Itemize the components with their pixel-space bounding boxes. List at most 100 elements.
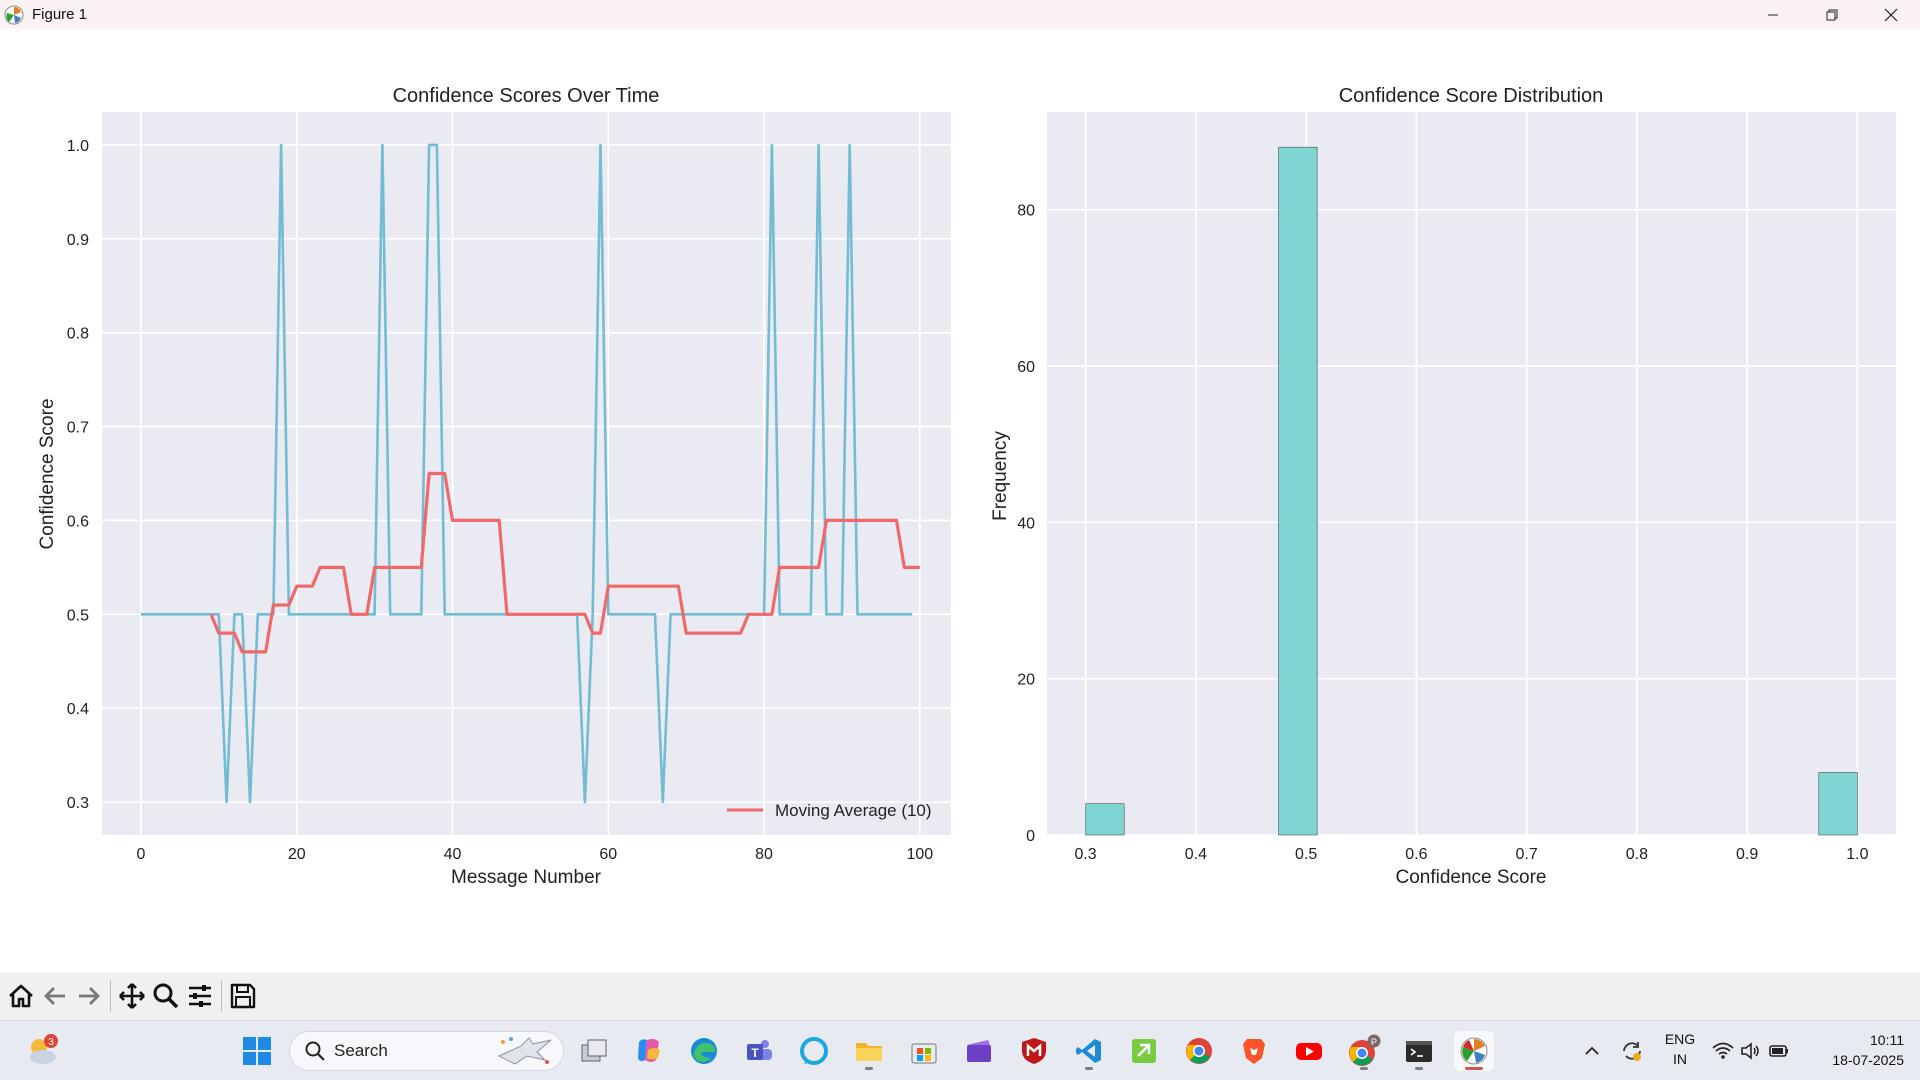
taskbar: 3 Search T [0, 1020, 1920, 1080]
x-tick-label: 0.4 [1185, 846, 1207, 863]
configure-subplots-button[interactable] [183, 978, 217, 1014]
brave-button[interactable] [1234, 1031, 1274, 1071]
title-bar: Figure 1 [0, 0, 1920, 29]
edge-button[interactable] [684, 1031, 724, 1071]
restore-button[interactable] [1802, 0, 1861, 29]
teams-button[interactable]: T [739, 1031, 779, 1071]
x-tick-label: 0.6 [1405, 846, 1427, 863]
legend-label: Moving Average (10) [775, 801, 932, 820]
clipchamp-button[interactable] [959, 1031, 999, 1071]
back-button[interactable] [38, 978, 72, 1014]
copilot-icon [638, 1038, 660, 1062]
chrome-profile-badge: P [1371, 1037, 1377, 1047]
calculator-app-button[interactable] [1124, 1031, 1164, 1071]
clipchamp-icon [967, 1040, 991, 1062]
matplotlib-figure-taskbar-button[interactable] [1454, 1031, 1494, 1071]
volume-icon [1741, 1042, 1759, 1060]
vscode-button[interactable] [1069, 1031, 1109, 1071]
terminal-button[interactable] [1399, 1031, 1439, 1071]
wifi-icon [1712, 1042, 1734, 1059]
taskbar-search[interactable]: Search [289, 1031, 564, 1071]
x-tick-label: 0.7 [1516, 846, 1538, 863]
brave-lion-icon [1243, 1039, 1265, 1064]
alexa-button[interactable] [794, 1031, 834, 1071]
left-chart: 0 20 40 60 80 100 0.3 0.4 0.5 0.6 0.7 0.8 0.9 1.0 Co… [37, 85, 951, 888]
left-chart-title: Confidence Scores Over Time [393, 85, 660, 107]
running-indicator [1085, 1067, 1093, 1070]
histogram-bar [1818, 772, 1858, 836]
chrome-icon [1186, 1038, 1212, 1064]
svg-text:T: T [751, 1046, 759, 1060]
x-tick-label: 0.9 [1736, 846, 1758, 863]
terminal-icon [1406, 1041, 1432, 1062]
y-tick-label: 0 [1026, 828, 1035, 845]
left-y-axis-label: Confidence Score [37, 398, 58, 549]
y-tick-label: 0.4 [67, 701, 89, 718]
chrome-button[interactable] [1179, 1031, 1219, 1071]
configure-icon [189, 985, 211, 1007]
weather-widget[interactable]: 3 [22, 1031, 62, 1071]
mcafee-shield-icon [1022, 1038, 1046, 1064]
home-icon [9, 984, 33, 1008]
close-button[interactable] [1861, 0, 1920, 29]
edge-icon [691, 1038, 717, 1064]
region-label: IN [1673, 1051, 1687, 1067]
y-tick-label: 1.0 [67, 138, 89, 155]
close-icon [1884, 8, 1897, 21]
mcafee-button[interactable] [1014, 1031, 1054, 1071]
x-tick-label: 80 [755, 846, 773, 863]
green-app-icon [1132, 1039, 1156, 1063]
zoom-button[interactable] [149, 978, 183, 1014]
clock-date: 18-07-2025 [1832, 1052, 1904, 1068]
task-view-button[interactable] [574, 1031, 614, 1071]
save-button[interactable] [226, 978, 260, 1014]
start-button[interactable] [237, 1031, 277, 1071]
x-tick-label: 20 [288, 846, 306, 863]
x-tick-label: 60 [599, 846, 617, 863]
forward-button[interactable] [72, 978, 106, 1014]
weather-badge: 3 [48, 1037, 54, 1048]
youtube-icon [1296, 1043, 1322, 1060]
left-legend: Moving Average (10) [727, 801, 932, 820]
chrome-profile-button[interactable]: P [1344, 1031, 1384, 1071]
microsoft-store-button[interactable] [904, 1031, 944, 1071]
left-plot-area [102, 112, 951, 835]
active-indicator [1465, 1067, 1483, 1070]
alexa-icon [800, 1037, 828, 1065]
restore-icon [1826, 9, 1837, 20]
y-tick-label: 0.7 [67, 420, 89, 437]
y-tick-label: 60 [1017, 359, 1035, 376]
chrome-profile-icon: P [1349, 1034, 1381, 1066]
right-x-axis-label: Confidence Score [1395, 867, 1546, 888]
x-tick-label: 0 [136, 846, 145, 863]
forward-icon [79, 987, 100, 1005]
running-indicator [1360, 1067, 1368, 1070]
store-icon [911, 1043, 937, 1064]
clock[interactable]: 10:11 18-07-2025 [1806, 1030, 1904, 1070]
youtube-button[interactable] [1289, 1031, 1329, 1071]
show-hidden-icons-button[interactable] [1572, 1031, 1612, 1071]
running-indicator [865, 1067, 873, 1070]
x-tick-label: 40 [444, 846, 462, 863]
chevron-up-icon [1585, 1046, 1599, 1055]
y-tick-label: 20 [1017, 672, 1035, 689]
windows-start-icon [243, 1037, 271, 1065]
matplotlib-toolbar [0, 972, 1920, 1020]
x-tick-label: 0.8 [1626, 846, 1648, 863]
y-tick-label: 40 [1017, 515, 1035, 532]
folder-icon [856, 1043, 882, 1061]
figure-canvas[interactable]: 0 20 40 60 80 100 0.3 0.4 0.5 0.6 0.7 0.8 0.9 1.0 Co… [0, 29, 1920, 972]
minimize-button[interactable] [1743, 0, 1802, 29]
language-indicator[interactable]: ENG IN [1658, 1029, 1702, 1069]
home-button[interactable] [4, 978, 38, 1014]
histogram-bar [1085, 803, 1125, 836]
file-explorer-button[interactable] [849, 1031, 889, 1071]
sync-status-button[interactable] [1612, 1031, 1652, 1071]
x-tick-label: 0.3 [1074, 846, 1096, 863]
quick-settings-button[interactable] [1706, 1031, 1796, 1071]
back-icon [44, 987, 65, 1005]
copilot-button[interactable] [629, 1031, 669, 1071]
pan-button[interactable] [115, 978, 149, 1014]
minimize-icon [1767, 14, 1778, 15]
histogram-bar [1278, 146, 1318, 836]
